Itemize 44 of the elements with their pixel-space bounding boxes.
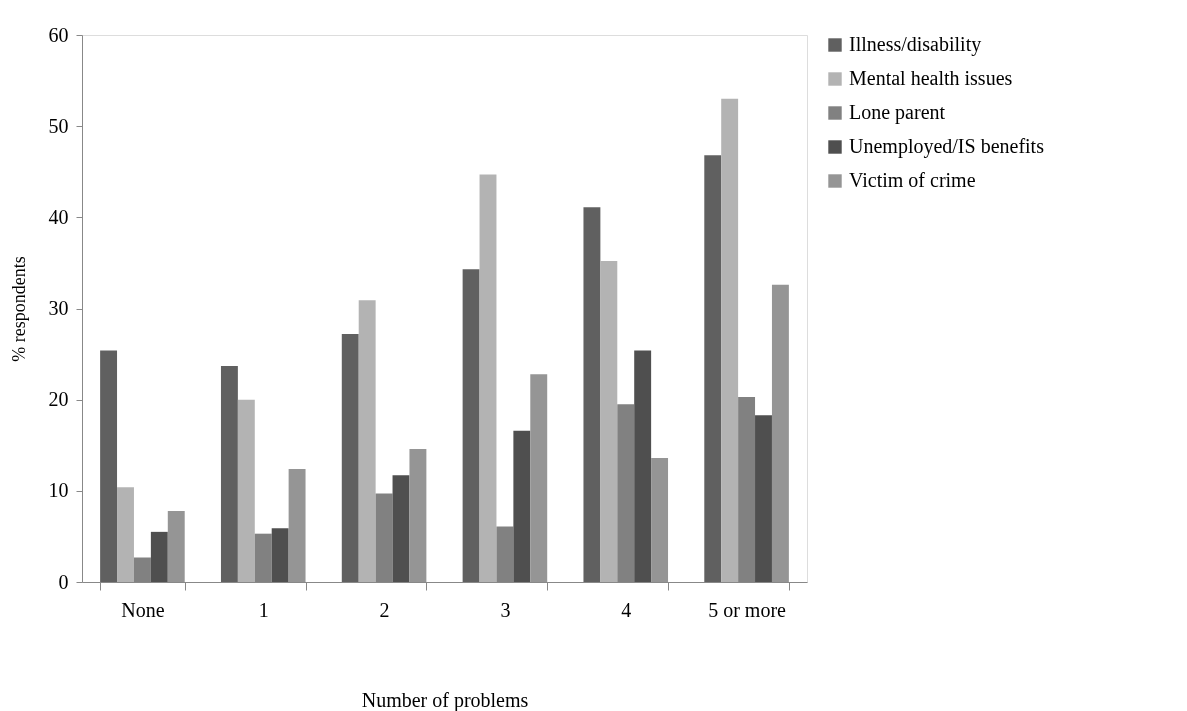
y-tick-label: 30 [48,297,69,319]
y-tick-label: 60 [48,23,69,46]
legend-label: Illness/disability [849,33,982,56]
x-tick-label: None [121,598,165,621]
bar [462,269,480,582]
x-tick-label: 3 [500,598,511,621]
bar [583,207,601,582]
bar [634,350,652,582]
y-tick-label: 50 [48,114,69,137]
y-axis-title: % respondents [8,256,29,362]
bar [117,487,134,582]
bar [237,399,255,582]
bar [358,300,376,582]
bar [755,415,772,582]
bar [409,448,427,582]
x-tick-label: 2 [379,598,390,621]
bar [771,284,789,582]
bar [271,528,289,582]
bar [513,430,531,582]
y-tick-label: 20 [48,388,69,411]
x-axis-title: Number of problems [361,688,529,711]
bar [150,531,168,582]
y-tick-label: 0 [58,570,69,593]
bar [600,261,618,582]
bar [288,468,306,582]
x-tick-label: 4 [621,598,632,621]
bar [530,374,548,582]
bar [167,510,185,582]
legend-label: Mental health issues [849,67,1013,89]
legend-label: Lone parent [849,101,946,124]
bar [392,475,410,582]
bar [704,155,722,582]
legend-label: Victim of crime [849,169,976,191]
y-tick-label: 40 [48,205,69,228]
bar [341,334,359,582]
bar [721,98,739,582]
legend-label: Unemployed/IS benefits [849,135,1045,158]
bar [479,174,497,582]
bar [220,365,238,582]
x-tick-label: 5 or more [708,598,787,621]
bar [100,350,118,582]
y-tick-label: 10 [48,479,69,502]
x-tick-label: 1 [258,598,269,621]
bar [651,458,669,582]
